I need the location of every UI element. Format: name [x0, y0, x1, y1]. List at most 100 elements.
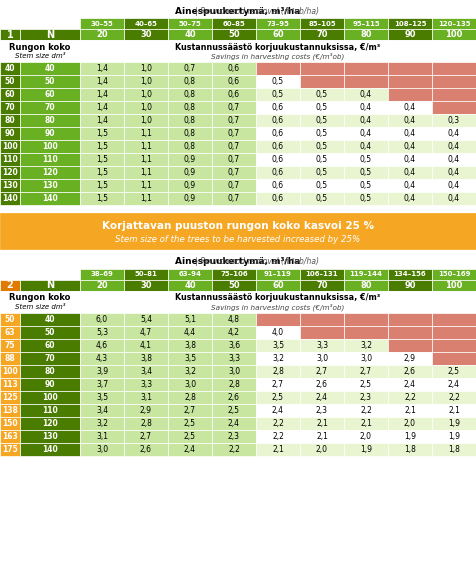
- FancyBboxPatch shape: [344, 127, 388, 140]
- FancyBboxPatch shape: [168, 430, 212, 443]
- FancyBboxPatch shape: [344, 391, 388, 404]
- FancyBboxPatch shape: [432, 153, 476, 166]
- Text: 0,7: 0,7: [228, 129, 240, 138]
- Text: 1,8: 1,8: [448, 445, 460, 454]
- Text: 3,1: 3,1: [140, 393, 152, 402]
- Text: 6,0: 6,0: [96, 315, 108, 324]
- Text: 1,8: 1,8: [404, 445, 416, 454]
- FancyBboxPatch shape: [344, 339, 388, 352]
- FancyBboxPatch shape: [432, 29, 476, 40]
- FancyBboxPatch shape: [168, 280, 212, 291]
- FancyBboxPatch shape: [388, 140, 432, 153]
- FancyBboxPatch shape: [212, 127, 256, 140]
- FancyBboxPatch shape: [168, 166, 212, 179]
- Text: 73–95: 73–95: [267, 20, 289, 27]
- FancyBboxPatch shape: [212, 75, 256, 88]
- Text: 2,5: 2,5: [448, 367, 460, 376]
- Text: 0,5: 0,5: [360, 194, 372, 203]
- FancyBboxPatch shape: [80, 443, 124, 456]
- FancyBboxPatch shape: [300, 179, 344, 192]
- Text: 63: 63: [5, 328, 15, 337]
- FancyBboxPatch shape: [124, 18, 168, 29]
- Text: 3,0: 3,0: [184, 380, 196, 389]
- FancyBboxPatch shape: [388, 18, 432, 29]
- FancyBboxPatch shape: [168, 140, 212, 153]
- FancyBboxPatch shape: [256, 280, 300, 291]
- FancyBboxPatch shape: [0, 365, 20, 378]
- FancyBboxPatch shape: [124, 75, 168, 88]
- Text: 3,8: 3,8: [140, 354, 152, 363]
- Text: | Roundwood removal (m³ob/ha): | Roundwood removal (m³ob/ha): [161, 258, 318, 267]
- FancyBboxPatch shape: [432, 166, 476, 179]
- Text: 3,2: 3,2: [96, 419, 108, 428]
- FancyBboxPatch shape: [124, 365, 168, 378]
- Text: 3,3: 3,3: [140, 380, 152, 389]
- Text: 3,0: 3,0: [360, 354, 372, 363]
- Text: N: N: [46, 29, 54, 40]
- FancyBboxPatch shape: [168, 29, 212, 40]
- FancyBboxPatch shape: [388, 166, 432, 179]
- Text: 120: 120: [42, 168, 58, 177]
- Text: 0,5: 0,5: [316, 103, 328, 112]
- FancyBboxPatch shape: [20, 430, 80, 443]
- Text: 80: 80: [360, 281, 372, 290]
- FancyBboxPatch shape: [212, 326, 256, 339]
- Text: 0,4: 0,4: [404, 155, 416, 164]
- Text: 50–81: 50–81: [135, 272, 158, 277]
- Text: 2,4: 2,4: [228, 419, 240, 428]
- Text: 0,5: 0,5: [272, 77, 284, 86]
- Text: Savings in harvesting costs (€/m³ob): Savings in harvesting costs (€/m³ob): [211, 303, 345, 311]
- FancyBboxPatch shape: [344, 62, 388, 75]
- FancyBboxPatch shape: [168, 179, 212, 192]
- Text: 0,7: 0,7: [228, 181, 240, 190]
- Text: 70: 70: [45, 354, 55, 363]
- FancyBboxPatch shape: [80, 391, 124, 404]
- FancyBboxPatch shape: [0, 291, 80, 313]
- Text: 0,4: 0,4: [404, 194, 416, 203]
- Text: 0,9: 0,9: [184, 155, 196, 164]
- FancyBboxPatch shape: [0, 339, 20, 352]
- FancyBboxPatch shape: [20, 62, 80, 75]
- Text: 0,7: 0,7: [228, 103, 240, 112]
- FancyBboxPatch shape: [124, 378, 168, 391]
- FancyBboxPatch shape: [0, 404, 20, 417]
- Text: 150: 150: [2, 419, 18, 428]
- FancyBboxPatch shape: [168, 101, 212, 114]
- Text: 40: 40: [45, 64, 55, 73]
- Text: 3,9: 3,9: [96, 367, 108, 376]
- Text: 2,0: 2,0: [360, 432, 372, 441]
- Text: 0,5: 0,5: [316, 142, 328, 151]
- FancyBboxPatch shape: [388, 365, 432, 378]
- FancyBboxPatch shape: [168, 127, 212, 140]
- Text: 2,1: 2,1: [404, 406, 416, 415]
- Text: 2,9: 2,9: [404, 354, 416, 363]
- Text: Savings in harvesting costs (€/m³ob): Savings in harvesting costs (€/m³ob): [211, 52, 345, 60]
- Text: 2,2: 2,2: [448, 393, 460, 402]
- FancyBboxPatch shape: [20, 391, 80, 404]
- FancyBboxPatch shape: [168, 417, 212, 430]
- FancyBboxPatch shape: [20, 339, 80, 352]
- FancyBboxPatch shape: [80, 127, 124, 140]
- Text: 0,4: 0,4: [404, 116, 416, 125]
- FancyBboxPatch shape: [0, 75, 20, 88]
- FancyBboxPatch shape: [124, 62, 168, 75]
- Text: 2,4: 2,4: [272, 406, 284, 415]
- Text: 0,4: 0,4: [404, 142, 416, 151]
- Text: 20: 20: [96, 30, 108, 39]
- FancyBboxPatch shape: [20, 166, 80, 179]
- FancyBboxPatch shape: [344, 417, 388, 430]
- FancyBboxPatch shape: [212, 18, 256, 29]
- Text: 0,4: 0,4: [360, 116, 372, 125]
- Text: 3,5: 3,5: [272, 341, 284, 350]
- Text: 60: 60: [5, 90, 15, 99]
- FancyBboxPatch shape: [300, 29, 344, 40]
- Text: 2,8: 2,8: [140, 419, 152, 428]
- Text: 0,7: 0,7: [228, 168, 240, 177]
- FancyBboxPatch shape: [168, 443, 212, 456]
- FancyBboxPatch shape: [20, 140, 80, 153]
- FancyBboxPatch shape: [168, 352, 212, 365]
- Text: 3,5: 3,5: [184, 354, 196, 363]
- Text: 50: 50: [45, 328, 55, 337]
- Text: 1,1: 1,1: [140, 181, 152, 190]
- Text: 2,7: 2,7: [360, 367, 372, 376]
